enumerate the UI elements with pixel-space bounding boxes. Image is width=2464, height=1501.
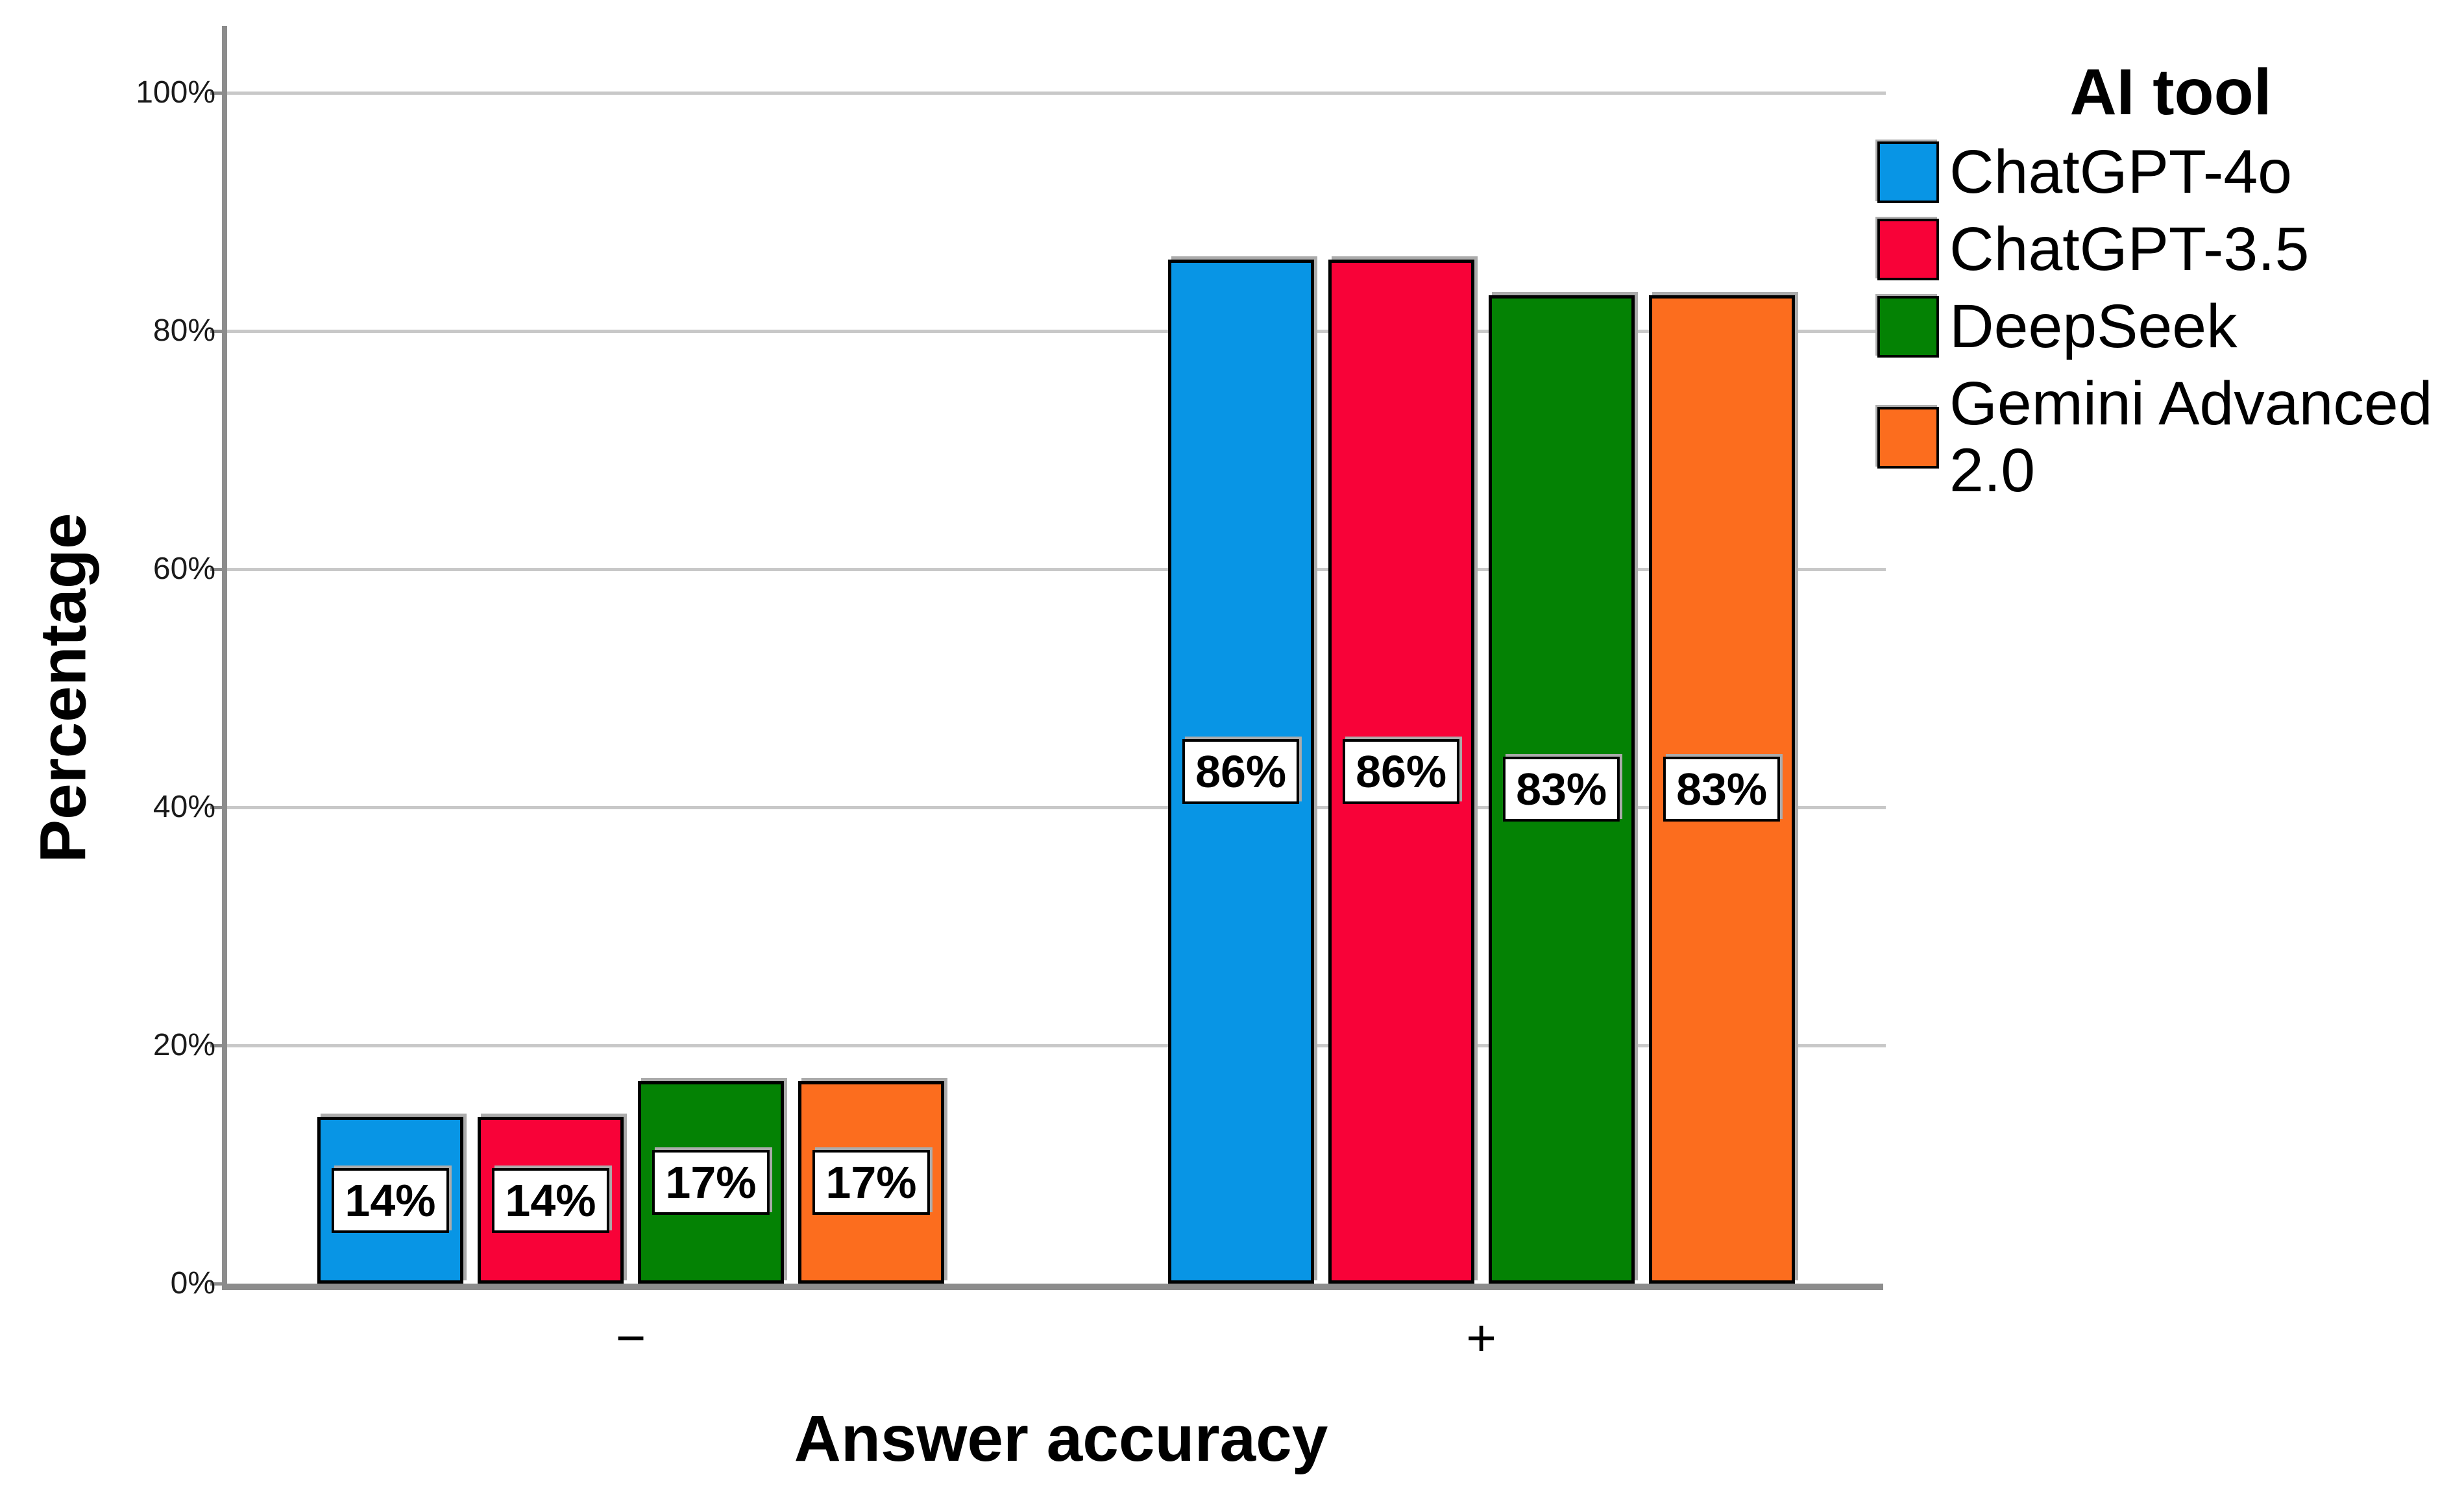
legend-swatch-chatgpt-4o	[1877, 141, 1939, 203]
value-label-plus-deepseek: 83%	[1503, 757, 1620, 822]
gridline-20	[227, 1044, 1886, 1047]
legend-label-gemini-advanced-2-0: Gemini Advanced 2.0	[1949, 369, 2433, 505]
plot-area: 0% 20% 40% 60% 80% 100% 14% 14% 17% 17% − 86% 86% 83%…	[136, 26, 1895, 1367]
legend-swatch-chatgpt-3-5	[1877, 219, 1939, 280]
value-label-plus-chatgpt-3-5: 86%	[1343, 738, 1460, 804]
y-tick-20	[210, 1044, 227, 1047]
value-label-minus-chatgpt-3-5: 14%	[492, 1167, 609, 1233]
x-category-label-plus: +	[1466, 1309, 1496, 1367]
legend-item-gemini-advanced-2-0: Gemini Advanced 2.0	[1877, 371, 2464, 504]
value-label-plus-chatgpt-4o: 86%	[1182, 738, 1300, 804]
y-tick-label-20: 20%	[152, 1028, 215, 1062]
value-label-minus-deepseek: 17%	[652, 1150, 770, 1215]
y-tick-label-0: 0%	[170, 1266, 215, 1300]
legend-swatch-gemini-advanced-2-0	[1877, 406, 1939, 469]
y-tick-80	[210, 330, 227, 333]
legend-label-chatgpt-4o: ChatGPT-4o	[1949, 138, 2293, 206]
gridline-100	[227, 92, 1886, 95]
y-tick-label-60: 60%	[152, 552, 215, 586]
y-tick-40	[210, 806, 227, 809]
legend-item-chatgpt-3-5: ChatGPT-3.5	[1877, 216, 2464, 283]
x-axis-line	[222, 1284, 1883, 1290]
legend-label-deepseek: DeepSeek	[1949, 292, 2238, 361]
gridline-80	[227, 330, 1886, 333]
legend-items: ChatGPT-4o ChatGPT-3.5 DeepSeek Gemini Adva…	[1877, 139, 2464, 504]
gridline-60	[227, 568, 1886, 571]
value-label-minus-chatgpt-4o: 14%	[332, 1167, 449, 1233]
y-tick-label-80: 80%	[152, 313, 215, 348]
x-category-label-minus: −	[615, 1309, 646, 1367]
y-tick-label-40: 40%	[152, 790, 215, 824]
y-axis-title: Percentage	[27, 513, 100, 863]
y-tick-60	[210, 568, 227, 571]
y-tick-0	[210, 1282, 227, 1286]
y-axis-line	[222, 26, 227, 1290]
gridline-40	[227, 806, 1886, 809]
legend-swatch-deepseek	[1877, 296, 1939, 358]
legend-item-chatgpt-4o: ChatGPT-4o	[1877, 139, 2464, 206]
value-label-plus-gemini-advanced-2-0: 83%	[1663, 757, 1781, 822]
legend: AI tool ChatGPT-4o ChatGPT-3.5 DeepSeek Gem…	[1877, 55, 2464, 504]
x-axis-title: Answer accuracy	[794, 1402, 1328, 1475]
y-tick-100	[210, 92, 227, 95]
legend-label-chatgpt-3-5: ChatGPT-3.5	[1949, 215, 2310, 284]
y-tick-label-100: 100%	[136, 75, 215, 110]
legend-title: AI tool	[2069, 56, 2272, 128]
legend-item-deepseek: DeepSeek	[1877, 293, 2464, 360]
value-label-minus-gemini-advanced-2-0: 17%	[812, 1150, 930, 1215]
